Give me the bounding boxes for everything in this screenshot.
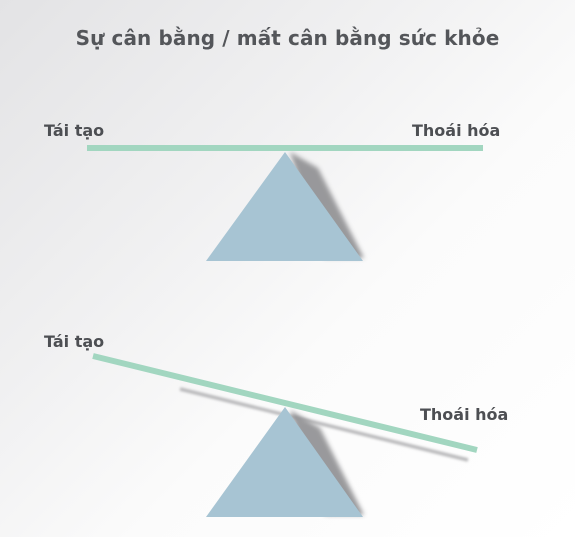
- balanced-right-label: Thoái hóa: [412, 121, 501, 140]
- imbalanced-fulcrum-shadow: [290, 410, 364, 515]
- imbalanced-left-label: Tái tạo: [44, 332, 105, 351]
- imbalanced-fulcrum: [206, 407, 363, 517]
- balanced-seesaw: [87, 145, 492, 261]
- imbalanced-right-label: Thoái hóa: [420, 405, 509, 424]
- balanced-fulcrum-shadow: [290, 152, 364, 258]
- imbalanced-beam-shadow: [179, 387, 469, 462]
- imbalanced-seesaw: [92, 353, 478, 517]
- imbalanced-beam: [92, 353, 478, 453]
- balanced-left-label: Tái tạo: [44, 121, 105, 140]
- balanced-fulcrum: [206, 152, 363, 261]
- diagram-title: Sự cân bằng / mất cân bằng sức khỏe: [75, 26, 500, 50]
